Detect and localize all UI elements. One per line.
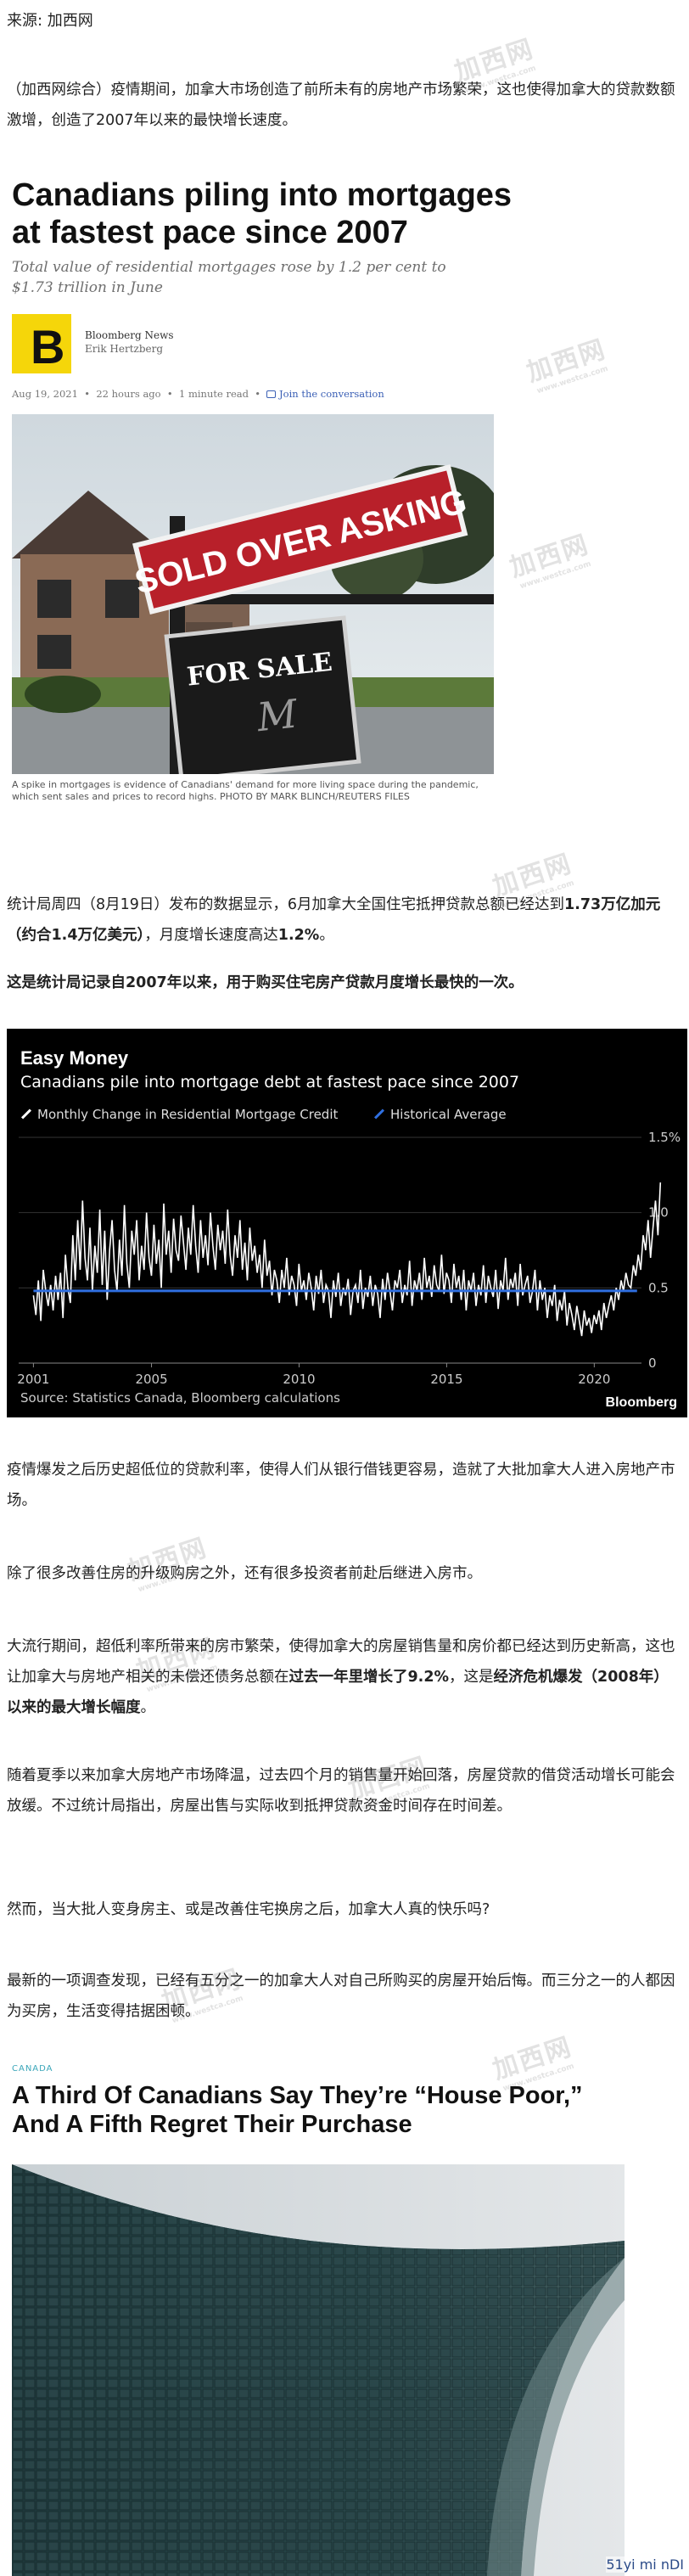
- chart-x-tick-label: 2015: [430, 1372, 462, 1387]
- rates-paragraph: 疫情爆发之后历史超低位的贷款利率，使得人们从银行借钱更容易，造就了大批加拿大人进…: [7, 1462, 675, 1509]
- chart-plot: 00.51.01.5%2001 2005 2010 2015 2020: [17, 1130, 681, 1387]
- cooling-paragraph: 随着夏季以来加拿大房地产市场降温，过去四个月的销售量开始回落，房屋贷款的借贷活动…: [7, 1767, 675, 1815]
- tower-photo: [12, 2164, 625, 2576]
- stats-bold-2: 1.2%: [277, 927, 320, 944]
- chart-subtitle: Canadians pile into mortgage debt at fas…: [20, 1073, 520, 1092]
- legend-monthly-label: Monthly Change in Residential Mortgage C…: [37, 1107, 339, 1122]
- debt-bold-1: 过去一年里增长了9.2%: [288, 1669, 450, 1686]
- debt-bold-2: 经济危机爆发（2008年）以来的最大增长幅度: [7, 1669, 669, 1716]
- chart-y-tick-label: 0.5: [648, 1280, 669, 1295]
- house-poor-headline: A Third Of Canadians Say They’re “House …: [12, 2082, 583, 2138]
- chart-series-monthly-line: [32, 1182, 662, 1337]
- chart-x-tick-label: 2010: [283, 1372, 315, 1387]
- author-name: Erik Hertzberg: [85, 343, 164, 355]
- footer-watermark: 51yi mi nDI: [606, 2556, 684, 2573]
- article-subheadline: Total value of residential mortgages ros…: [12, 259, 446, 296]
- legend-monthly: Monthly Change in Residential Mortgage C…: [20, 1107, 338, 1122]
- chart-source: Source: Statistics Canada, Bloomberg cal…: [20, 1390, 340, 1406]
- sold-sign-illustration: SOLD OVER ASKING FOR SALE M: [12, 414, 494, 774]
- investors-paragraph: 除了很多改善住房的升级购房之外，还有很多投资者前赴后继进入房市。: [7, 1565, 482, 1582]
- publisher-name: Bloomberg News: [85, 329, 174, 341]
- chart-brand: Bloomberg: [605, 1395, 677, 1410]
- question-paragraph: 然而，当大批人变身房主、或是改善住宅换房之后，加拿大人真的快乐吗?: [7, 1901, 490, 1918]
- bloomberg-logo: B: [12, 314, 71, 373]
- photo-caption: A spike in mortgages is evidence of Cana…: [12, 779, 479, 802]
- stats-text-2: ，月度增长速度高达: [144, 927, 278, 944]
- legend-average-label: Historical Average: [390, 1107, 507, 1122]
- article-meta: Aug 19, 2021 • 22 hours ago • 1 minute r…: [12, 388, 384, 400]
- svg-text:M: M: [254, 690, 300, 740]
- comment-icon: [266, 390, 277, 398]
- chart-x-tick-label: 2005: [135, 1372, 167, 1387]
- legend-average: Historical Average: [373, 1107, 507, 1122]
- article-headline: Canadians piling into mortgages at faste…: [12, 177, 513, 250]
- article-date: Aug 19, 2021: [12, 388, 78, 400]
- survey-paragraph: 最新的一项调查发现，已经有五分之一的加拿大人对自己所购买的房屋开始后悔。而三分之…: [7, 1973, 675, 2020]
- tower-illustration: [12, 2164, 625, 2576]
- mortgage-chart: Easy Money Canadians pile into mortgage …: [7, 1029, 687, 1417]
- chart-title: Easy Money: [20, 1047, 129, 1069]
- record-paragraph: 这是统计局记录自2007年以来，用于购买住宅房产贷款月度增长最快的一次。: [7, 968, 677, 998]
- chart-x-tick-label: 2020: [578, 1372, 610, 1387]
- debt-text-1: 大流行期间，超低利率所带来的房市繁荣，使得加拿大的房屋销售量和房价都已经达到历史…: [7, 1638, 675, 1686]
- article-category: CANADA: [12, 2064, 53, 2074]
- read-time: 1 minute read: [179, 388, 249, 400]
- source-line: 来源: 加西网: [7, 12, 93, 30]
- debt-paragraph: 大流行期间，超低利率所带来的房市繁荣，使得加拿大的房屋销售量和房价都已经达到历史…: [7, 1631, 677, 1723]
- debt-text-3: 。: [140, 1699, 156, 1716]
- sold-sign-photo: SOLD OVER ASKING FOR SALE M: [12, 414, 494, 774]
- stats-text-3: 。: [319, 927, 334, 944]
- chart-y-tick-label: 0: [648, 1355, 657, 1371]
- stats-paragraph: 统计局周四（8月19日）发布的数据显示，6月加拿大全国住宅抵押贷款总额已经达到1…: [7, 890, 677, 951]
- chart-x-tick-label: 2001: [17, 1372, 49, 1387]
- article-ago: 22 hours ago: [96, 388, 161, 400]
- join-conversation-link[interactable]: Join the conversation: [279, 388, 384, 400]
- chart-y-tick-label: 1.5%: [648, 1130, 681, 1145]
- intro-paragraph: （加西网综合）疫情期间，加拿大市场创造了前所未有的房地产市场繁荣，这也使得加拿大…: [7, 81, 675, 129]
- debt-text-2: ，这是: [449, 1669, 494, 1686]
- stats-text-1: 统计局周四（8月19日）发布的数据显示，6月加拿大全国住宅抵押贷款总额已经达到: [7, 896, 565, 913]
- record-bold: 这是统计局记录自2007年以来，用于购买住宅房产贷款月度增长最快的一次。: [7, 974, 524, 991]
- stats-bold-1: 1.73万亿加元（约合1.4万亿美元）: [7, 896, 661, 944]
